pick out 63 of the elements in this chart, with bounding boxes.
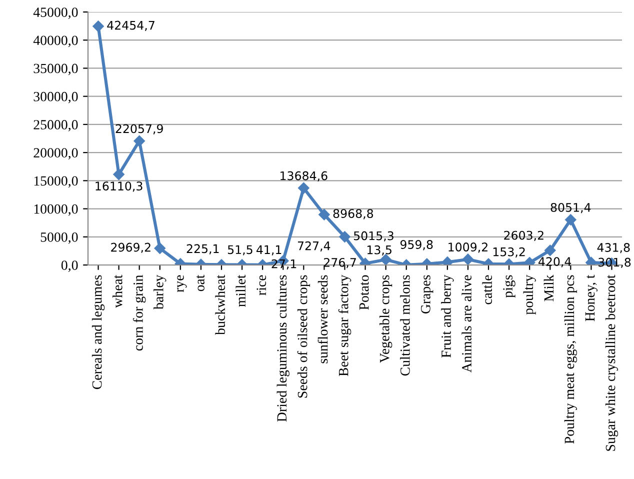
point <box>339 231 350 242</box>
x-tick-label: Cereals and legumes <box>92 275 105 390</box>
x-tick-label: Vegetable crops <box>379 275 392 363</box>
x-tick-label: Poultry meat eggs, million pcs <box>564 275 577 444</box>
y-tick-label: 15000,0 <box>34 176 78 188</box>
x-tick-label: pigs <box>503 275 516 298</box>
data-label: 5015,3 <box>354 231 394 242</box>
data-label: 42454,7 <box>107 20 154 31</box>
x-tick-label: Beet sugar factory <box>338 274 352 376</box>
y-tick-label: 0,0 <box>61 260 78 272</box>
x-tick-label: Milk <box>544 274 554 302</box>
data-label: 8968,8 <box>333 209 374 220</box>
data-label: 153,2 <box>493 247 525 258</box>
data-label: 51,5 <box>228 245 252 256</box>
x-tick-label: Seeds of oilseed crops <box>297 275 310 398</box>
x-tick-label: barley <box>154 274 166 310</box>
x-tick-label: rye <box>177 275 187 292</box>
data-label: 22057,9 <box>116 124 163 134</box>
point <box>113 168 124 180</box>
x-tick-label: Grapes <box>421 275 434 314</box>
data-label: 420,4 <box>538 257 572 268</box>
x-tick-label: Sugar white crystalline beetroot <box>605 274 618 451</box>
x-tick-label: wheat <box>112 274 122 308</box>
x-tick-label: Cultivated melons <box>400 275 410 376</box>
data-label: 2969,2 <box>111 242 150 253</box>
data-label: 2603,2 <box>504 230 544 241</box>
x-tick-label: Dried leguminous cultures <box>276 275 290 422</box>
point <box>134 135 145 147</box>
y-tick-label: 20000,0 <box>34 148 78 160</box>
data-label: 13,5 <box>367 245 392 256</box>
data-label: 8051,4 <box>550 202 591 214</box>
data-label: 727,4 <box>298 241 330 252</box>
data-label: 1009,2 <box>448 242 488 253</box>
x-tick-label: cattle <box>482 275 492 304</box>
data-label: 301,8 <box>598 258 631 268</box>
data-label: 959,8 <box>400 240 433 250</box>
x-tick-label: Honey, t <box>585 274 598 322</box>
x-tick-label: millet <box>236 274 246 307</box>
y-tick-label: 10000,0 <box>34 204 78 216</box>
data-label: 276,7 <box>324 258 356 268</box>
x-tick-label: Animals are alive <box>462 275 472 373</box>
data-label: 41,1 <box>256 245 282 256</box>
point <box>318 208 330 220</box>
x-tick-label: buckwheat <box>215 274 225 335</box>
x-tick-label: Potato <box>360 275 369 310</box>
data-label: 16110,3 <box>96 182 142 192</box>
y-tick-label: 5000,0 <box>40 232 78 244</box>
x-tick-label: Fruit and berry <box>441 274 454 358</box>
y-tick-label: 25000,0 <box>34 120 78 132</box>
x-tick-label: oat <box>196 274 204 292</box>
y-tick-label: 30000,0 <box>34 92 78 104</box>
point <box>565 214 576 226</box>
y-tick-label: 45000,0 <box>33 8 78 19</box>
y-tick-label: 40000,0 <box>33 36 78 48</box>
y-tick-label: 35000,0 <box>34 64 78 76</box>
x-tick-label: sunflower seeds <box>318 275 328 364</box>
x-tick-label: poultry <box>523 274 536 315</box>
data-label: 13684,6 <box>280 171 328 182</box>
x-tick-label: rice <box>256 275 266 296</box>
data-label: 431,8 <box>597 243 630 254</box>
x-tick-label: corn for grain <box>132 274 146 351</box>
point <box>298 182 310 194</box>
data-label: 225,1 <box>186 244 219 254</box>
